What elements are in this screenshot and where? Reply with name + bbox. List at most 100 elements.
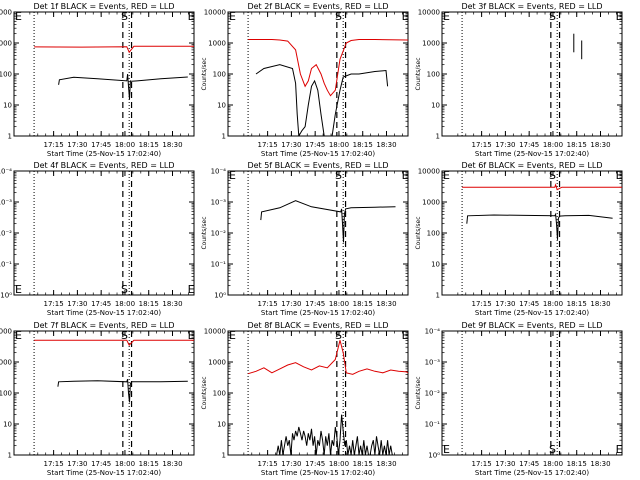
y-tick-label: 10⁻² — [211, 230, 227, 238]
event-marker-letter: S — [121, 283, 128, 296]
panel-det-9: Det 9f BLACK = Events, RED = LLD Counts/s… — [415, 321, 623, 477]
y-tick-label: 100 — [213, 390, 226, 398]
y-tick-label: 100 — [0, 71, 12, 79]
x-tick-label: 18:15 — [353, 141, 373, 149]
y-tick-label: 1 — [222, 452, 226, 460]
event-marker-letter: S — [335, 169, 342, 182]
event-marker-letter: E — [402, 329, 409, 342]
x-tick-label: 18:30 — [162, 300, 182, 308]
series-line-black — [466, 212, 613, 240]
x-tick-label: 18:15 — [139, 460, 159, 468]
plot-frame — [227, 330, 409, 456]
event-marker-letter: S — [549, 443, 556, 456]
y-tick-label: 10 — [217, 102, 226, 110]
x-tick-label: 18:00 — [543, 460, 563, 468]
panel-title: Det 8f BLACK = Events, RED = LLD — [247, 321, 388, 330]
event-marker-letter: E — [15, 283, 22, 296]
event-marker-letter: E — [443, 10, 450, 23]
y-tick-label: 10⁻⁴ — [425, 328, 441, 336]
x-tick-label: 18:30 — [590, 460, 610, 468]
x-tick-label: 17:45 — [91, 141, 111, 149]
x-tick-label: 18:15 — [353, 300, 373, 308]
y-tick-label: 1000 — [422, 40, 440, 48]
y-tick-label: 1 — [222, 133, 226, 141]
y-tick-label: 10000 — [418, 168, 440, 176]
x-tick-label: 17:15 — [44, 300, 64, 308]
event-marker-letter: E — [616, 169, 623, 182]
y-tick-label: 1 — [436, 292, 440, 300]
event-marker-letter: E — [188, 283, 195, 296]
x-tick-label: 17:15 — [258, 300, 278, 308]
plot-frame — [13, 330, 195, 456]
y-tick-label: 100 — [213, 71, 226, 79]
x-tick-label: 18:00 — [543, 300, 563, 308]
series-line-red — [247, 340, 408, 375]
y-tick-label: 10⁻³ — [0, 199, 12, 207]
x-tick-label: 17:30 — [281, 460, 301, 468]
x-tick-label: 18:00 — [329, 460, 349, 468]
event-marker-letter: E — [616, 10, 623, 23]
y-tick-label: 10⁰ — [0, 292, 12, 300]
x-tick-label: 17:30 — [281, 300, 301, 308]
x-tick-label: 17:15 — [258, 141, 278, 149]
panel-det-7: Det 7f BLACK = Events, RED = LLDCounts/s… — [0, 321, 195, 477]
x-tick-label: 17:15 — [44, 460, 64, 468]
series-line-red — [34, 45, 194, 54]
x-tick-label: 18:00 — [329, 300, 349, 308]
y-tick-label: 10⁰ — [428, 452, 440, 460]
x-tick-label: 18:15 — [567, 141, 587, 149]
x-axis-label: Start Time (25-Nov-15 17:02:40) — [261, 309, 375, 317]
event-marker-letter: E — [229, 169, 236, 182]
event-marker-letter: E — [443, 169, 450, 182]
x-tick-label: 17:15 — [472, 460, 492, 468]
event-marker-letter: S — [121, 10, 128, 23]
y-tick-label: 1 — [8, 452, 12, 460]
x-tick-label: 17:45 — [91, 460, 111, 468]
plot-frame — [441, 170, 623, 296]
y-tick-label: 1000 — [0, 359, 12, 367]
y-tick-label: 10⁰ — [214, 292, 226, 300]
plot-frame — [13, 170, 195, 296]
x-axis-label: Start Time (25-Nov-15 17:02:40) — [47, 469, 161, 477]
y-axis-label: Counts/sec — [415, 216, 422, 249]
event-marker-letter: E — [229, 329, 236, 342]
event-marker-letter: E — [402, 169, 409, 182]
x-axis-label: Start Time (25-Nov-15 17:02:40) — [475, 309, 589, 317]
x-tick-label: 18:15 — [567, 460, 587, 468]
x-tick-label: 17:30 — [495, 460, 515, 468]
panel-det-1: Det 1f BLACK = Events, RED = LLDCounts/s… — [0, 2, 195, 158]
x-tick-label: 18:30 — [590, 141, 610, 149]
x-tick-label: 17:15 — [44, 141, 64, 149]
x-tick-label: 17:30 — [67, 141, 87, 149]
x-axis-label: Start Time (25-Nov-15 17:02:40) — [47, 150, 161, 158]
event-marker-letter: E — [616, 443, 623, 456]
panel-title: Det 7f BLACK = Events, RED = LLD — [33, 321, 174, 330]
x-tick-label: 17:45 — [519, 141, 539, 149]
y-tick-label: 1000 — [208, 40, 226, 48]
y-tick-label: 1000 — [0, 40, 12, 48]
series-line-black — [58, 73, 188, 100]
y-tick-label: 10⁻² — [425, 390, 441, 398]
event-marker-letter: E — [188, 329, 195, 342]
y-axis-label: Counts/sec — [415, 57, 422, 90]
x-axis-label: Start Time (25-Nov-15 17:02:40) — [47, 309, 161, 317]
x-tick-label: 18:00 — [115, 460, 135, 468]
y-tick-label: 1000 — [208, 359, 226, 367]
x-tick-label: 18:30 — [376, 141, 396, 149]
panel-title: Det 4f BLACK = Events, RED = LLD — [33, 161, 174, 170]
series-line-black — [276, 414, 394, 455]
event-marker-letter: E — [188, 10, 195, 23]
x-axis-label: Start Time (25-Nov-15 17:02:40) — [475, 469, 589, 477]
x-tick-label: 18:30 — [376, 460, 396, 468]
series-line-black — [57, 378, 188, 403]
series-line-red — [34, 339, 194, 346]
panel-det-2: Det 2f BLACK = Events, RED = LLD Counts/s… — [201, 2, 409, 158]
y-tick-label: 10⁻¹ — [425, 421, 441, 429]
event-marker-letter: E — [15, 329, 22, 342]
panel-title: Det 1f BLACK = Events, RED = LLD — [33, 2, 174, 11]
y-tick-label: 10⁻⁴ — [0, 168, 12, 176]
y-tick-label: 10 — [431, 102, 440, 110]
y-tick-label: 10⁻¹ — [211, 261, 227, 269]
panel-title: Det 9f BLACK = Events, RED = LLD — [461, 321, 602, 330]
panel-det-6: Det 6f BLACK = Events, RED = LLD Counts/s… — [415, 161, 623, 317]
